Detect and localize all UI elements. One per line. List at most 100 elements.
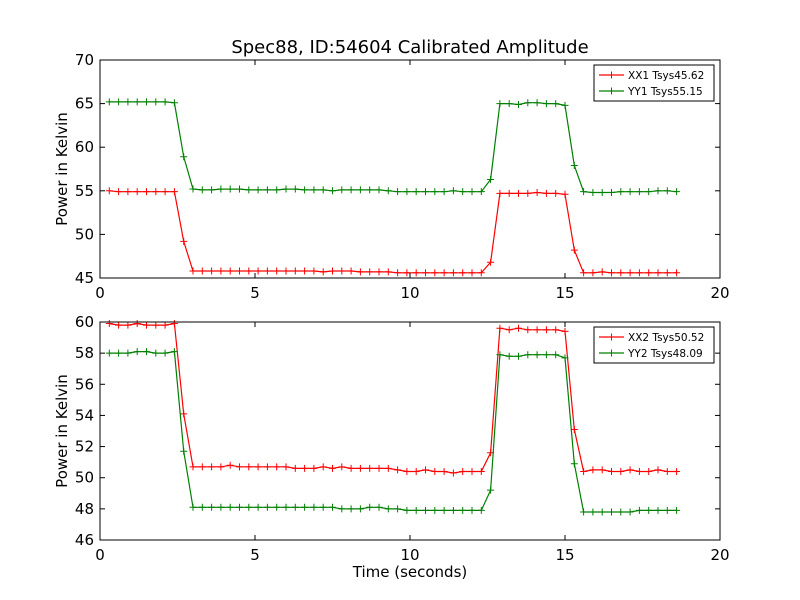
- series-point: [301, 464, 309, 472]
- series-point: [673, 467, 681, 475]
- series-point: [329, 464, 336, 472]
- series-point: [431, 467, 439, 475]
- series-point: [412, 467, 420, 475]
- series-point: [617, 467, 625, 475]
- series-point: [468, 467, 476, 475]
- y-tick-label: 50: [75, 469, 94, 487]
- series-point: [449, 187, 457, 195]
- y-tick-label: 52: [75, 438, 94, 456]
- series-point: [496, 100, 504, 108]
- series-point: [459, 188, 467, 196]
- x-tick-label: 0: [95, 546, 105, 564]
- series-point: [180, 153, 188, 161]
- y-tick-label: 55: [75, 182, 94, 200]
- series-point: [487, 175, 495, 183]
- legend-box: [593, 326, 715, 364]
- series-point: [198, 267, 206, 275]
- series-point: [608, 269, 615, 277]
- series-point: [105, 187, 113, 195]
- series-point: [133, 348, 141, 356]
- series-point: [273, 503, 281, 511]
- y-tick-label: 60: [75, 313, 94, 331]
- series-point: [384, 268, 392, 276]
- series-point: [282, 185, 290, 193]
- series-point: [394, 269, 402, 277]
- y-tick-label: 58: [75, 344, 94, 362]
- series-point: [319, 268, 327, 276]
- series-point: [542, 189, 550, 197]
- series-point: [226, 461, 234, 469]
- series-point: [580, 188, 588, 196]
- series-point: [366, 268, 374, 276]
- series-point: [236, 185, 243, 193]
- y-tick-label: 50: [75, 225, 94, 243]
- series-point: [217, 503, 225, 511]
- series-point: [431, 506, 439, 514]
- series-point: [524, 326, 532, 334]
- bottom-subplot: 0 5 10 15 20 46 48 50 52 54 56 58 60 Power in Kelvin T…: [53, 313, 730, 581]
- y-tick-label: 46: [75, 531, 94, 549]
- y-tick-label: 45: [75, 269, 94, 287]
- y-tick-label: 56: [75, 375, 94, 393]
- series-point: [366, 186, 374, 194]
- series-point: [301, 186, 309, 194]
- series-point: [422, 506, 429, 514]
- series-point: [552, 189, 560, 197]
- y-axis-label: Power in Kelvin: [53, 112, 71, 226]
- series-point: [143, 321, 150, 329]
- legend-marker: [608, 87, 615, 95]
- series-point: [170, 348, 178, 356]
- series-point: [477, 188, 485, 196]
- series-point: [524, 189, 532, 197]
- y-tick-label: 54: [75, 406, 94, 424]
- series-point: [635, 467, 643, 475]
- series-point: [347, 505, 355, 513]
- series-point: [310, 267, 318, 275]
- series-point: [198, 463, 206, 471]
- series-point: [459, 269, 467, 277]
- series-point: [143, 98, 150, 106]
- series-point: [356, 268, 364, 276]
- series-point: [180, 410, 188, 418]
- series-point: [533, 351, 541, 359]
- series-point: [189, 267, 197, 275]
- series-point: [654, 269, 662, 277]
- series-point: [152, 349, 160, 357]
- series-point: [208, 503, 216, 511]
- series-point: [608, 467, 615, 475]
- series-point: [189, 185, 197, 193]
- series-point: [170, 320, 178, 328]
- series-point: [589, 508, 597, 516]
- series-point: [515, 100, 522, 108]
- x-tick-label: 15: [555, 284, 574, 302]
- series-point: [598, 466, 606, 474]
- series-point: [626, 508, 634, 516]
- series-point: [589, 189, 597, 197]
- series-point: [617, 269, 625, 277]
- series-point: [319, 463, 327, 471]
- series-point: [533, 189, 541, 197]
- series-point: [124, 349, 132, 357]
- x-axis-label: Time (seconds): [352, 563, 468, 581]
- series-point: [273, 463, 281, 471]
- series-point: [217, 185, 225, 193]
- series-point: [170, 99, 178, 107]
- series-point: [375, 503, 383, 511]
- series-point: [263, 267, 271, 275]
- y-tick-label: 65: [75, 95, 94, 113]
- legend-label: XX2 Tsys50.52: [628, 332, 704, 344]
- legend-marker: [608, 71, 615, 79]
- series-point: [263, 186, 271, 194]
- series-point: [645, 188, 653, 196]
- series-point: [115, 321, 123, 329]
- series-point: [412, 269, 420, 277]
- series-point: [226, 185, 234, 193]
- series-point: [338, 463, 346, 471]
- series-point: [505, 100, 513, 108]
- series-point: [291, 185, 299, 193]
- series-point: [403, 467, 411, 475]
- series-point: [226, 503, 234, 511]
- series-point: [124, 321, 132, 329]
- series-point: [245, 186, 253, 194]
- x-tick-label: 5: [250, 546, 260, 564]
